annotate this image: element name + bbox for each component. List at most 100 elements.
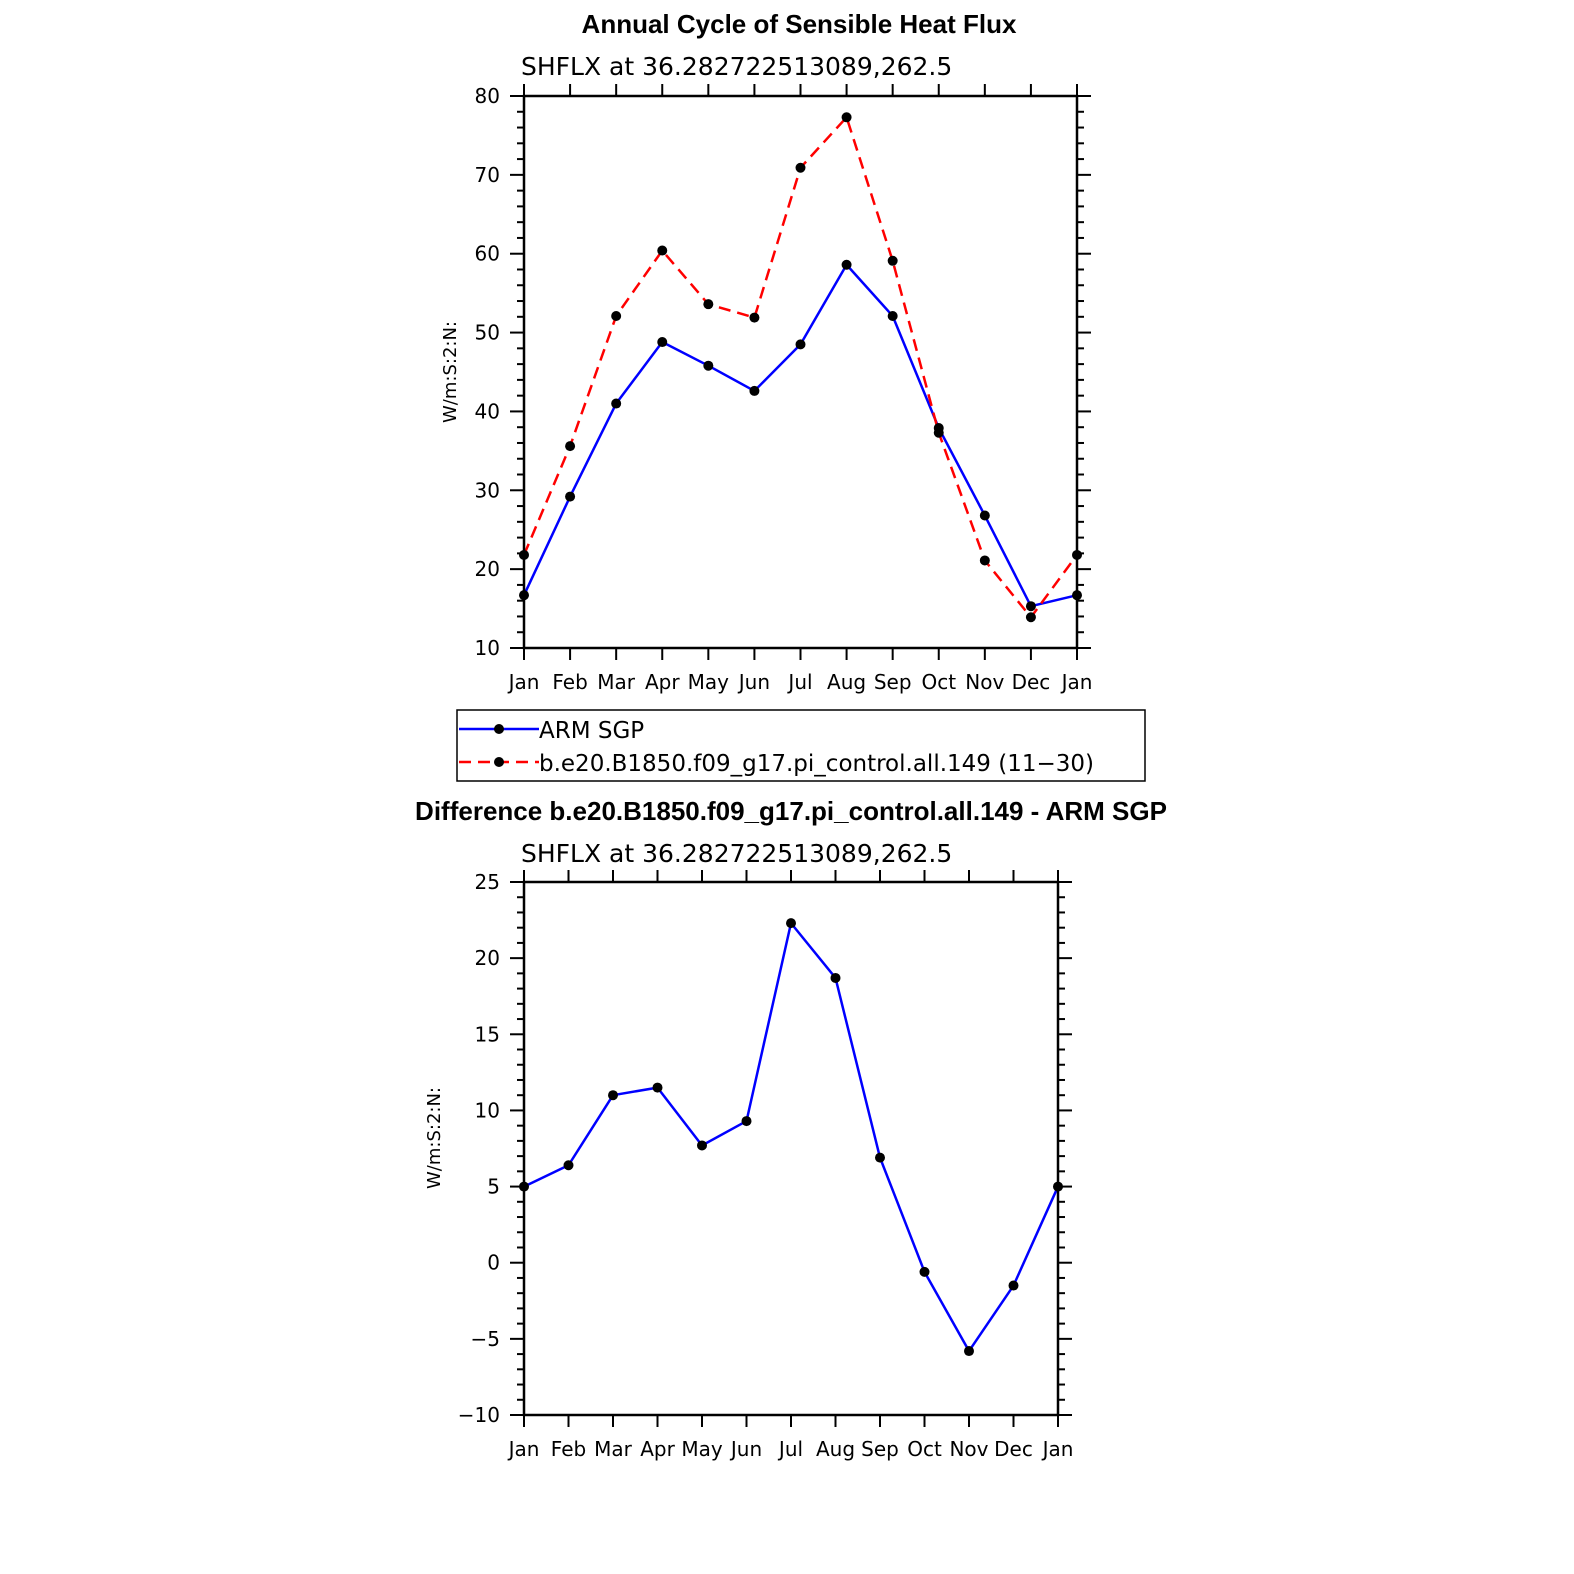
data-point-1 xyxy=(979,555,990,566)
x-tick-label: Jan xyxy=(507,670,540,694)
y-tick-label: 30 xyxy=(475,478,500,502)
data-point-0 xyxy=(703,360,714,371)
y-tick-label: 20 xyxy=(475,946,500,970)
y-tick-label: 80 xyxy=(475,84,500,108)
x-tick-label: Feb xyxy=(551,1437,586,1461)
y-tick-label: 10 xyxy=(475,636,500,660)
data-point-1 xyxy=(703,299,714,310)
data-point-1 xyxy=(657,245,668,256)
x-tick-label: Mar xyxy=(597,670,636,694)
x-tick-label: Feb xyxy=(552,670,587,694)
legend-box xyxy=(456,709,1146,782)
x-tick-label: Jun xyxy=(729,1437,762,1461)
data-point-0 xyxy=(652,1082,663,1093)
legend-label-arm-sgp: ARM SGP xyxy=(539,718,644,744)
data-point-0 xyxy=(786,918,796,929)
x-tick-label: Jul xyxy=(777,1437,803,1461)
legend-marker-arm-sgp xyxy=(494,724,504,734)
panel1-title: Annual Cycle of Sensible Heat Flux xyxy=(582,9,1017,39)
data-point-1 xyxy=(749,312,760,323)
annual-cycle-panel: Annual Cycle of Sensible Heat Flux SHFLX… xyxy=(440,9,1092,694)
x-tick-label: Dec xyxy=(1012,670,1051,694)
y-tick-label: −5 xyxy=(471,1327,500,1351)
x-tick-label: Nov xyxy=(965,670,1004,694)
data-point-0 xyxy=(830,972,841,983)
x-tick-label: Jan xyxy=(507,1437,540,1461)
data-point-0 xyxy=(741,1116,752,1127)
series-line-0 xyxy=(523,921,1060,1353)
y-tick-label: 40 xyxy=(475,399,500,423)
x-tick-label: Jul xyxy=(786,670,812,694)
data-point-1 xyxy=(565,441,576,452)
y-tick-label: 70 xyxy=(475,163,500,187)
data-point-1 xyxy=(933,427,944,438)
x-tick-label: Apr xyxy=(645,670,680,694)
y-tick-label: 15 xyxy=(475,1022,500,1046)
x-tick-label: Aug xyxy=(827,670,866,694)
data-point-1 xyxy=(841,112,852,123)
data-point-0 xyxy=(611,398,622,409)
data-point-1 xyxy=(887,255,898,266)
panel1-y-tick-labels: 10 20 30 40 50 60 70 80 xyxy=(475,84,500,660)
x-tick-label: Jun xyxy=(737,670,770,694)
data-point-0 xyxy=(1008,1280,1019,1291)
data-point-0 xyxy=(841,259,852,270)
y-tick-label: 5 xyxy=(487,1175,500,1199)
x-tick-label: Sep xyxy=(874,670,912,694)
y-tick-label: 20 xyxy=(475,557,500,581)
x-tick-label: Dec xyxy=(994,1437,1033,1461)
panel2-series xyxy=(519,918,1063,1357)
data-point-0 xyxy=(875,1152,885,1163)
data-point-0 xyxy=(657,337,668,348)
difference-panel: Difference b.e20.B1850.f09_g17.pi_contro… xyxy=(415,796,1167,1461)
x-tick-label: May xyxy=(688,670,730,694)
x-tick-label: Nov xyxy=(949,1437,988,1461)
data-point-0 xyxy=(964,1346,974,1357)
panel2-ticks xyxy=(510,870,1072,1427)
data-point-1 xyxy=(611,311,622,322)
data-point-0 xyxy=(1025,601,1036,612)
y-tick-label: 60 xyxy=(475,242,500,266)
panel2-title: Difference b.e20.B1850.f09_g17.pi_contro… xyxy=(415,796,1167,826)
data-point-0 xyxy=(795,339,806,350)
y-tick-label: −10 xyxy=(458,1403,500,1427)
y-tick-label: 0 xyxy=(487,1251,500,1275)
legend-marker-model xyxy=(494,757,504,767)
panel1-plot-frame xyxy=(522,94,1079,650)
y-tick-label: 25 xyxy=(475,870,500,894)
data-point-0 xyxy=(608,1090,618,1101)
data-point-1 xyxy=(795,162,806,173)
data-point-0 xyxy=(563,1160,574,1171)
legend: ARM SGP b.e20.B1850.f09_g17.pi_control.a… xyxy=(456,709,1146,782)
data-point-0 xyxy=(887,311,898,322)
panel2-y-tick-labels: −10 −5 0 5 10 15 20 25 xyxy=(458,870,500,1427)
data-point-0 xyxy=(697,1140,707,1151)
panel1-series xyxy=(519,112,1082,623)
x-tick-label: Jan xyxy=(1060,670,1093,694)
data-point-1 xyxy=(1025,612,1036,623)
x-tick-label: Sep xyxy=(861,1437,899,1461)
data-point-0 xyxy=(565,491,576,502)
data-point-0 xyxy=(979,510,990,521)
x-tick-label: Oct xyxy=(907,1437,942,1461)
panel1-subtitle: SHFLX at 36.282722513089,262.5 xyxy=(521,52,952,81)
panel1-y-axis-label: W/m:S:2:N: xyxy=(440,321,461,423)
x-tick-label: Apr xyxy=(640,1437,675,1461)
panel2-y-axis-label: W/m:S:2:N: xyxy=(424,1087,445,1189)
x-tick-label: Aug xyxy=(816,1437,855,1461)
x-tick-label: Jan xyxy=(1041,1437,1074,1461)
panel1-x-tick-labels: Jan Feb Mar Apr May Jun Jul Aug Sep Oct Nov Dec Jan xyxy=(507,670,1093,694)
panel2-subtitle: SHFLX at 36.282722513089,262.5 xyxy=(521,839,952,868)
panel2-plot-frame xyxy=(522,880,1060,1417)
series-line-0 xyxy=(522,263,1078,608)
y-tick-label: 10 xyxy=(475,1098,500,1122)
data-point-0 xyxy=(749,385,760,396)
y-tick-label: 50 xyxy=(475,321,500,345)
data-point-0 xyxy=(919,1266,930,1277)
x-tick-label: Mar xyxy=(594,1437,633,1461)
x-tick-label: May xyxy=(681,1437,723,1461)
legend-label-model: b.e20.B1850.f09_g17.pi_control.all.149 (… xyxy=(539,751,1094,777)
series-line-1 xyxy=(522,116,1079,619)
panel2-x-tick-labels: Jan Feb Mar Apr May Jun Jul Aug Sep Oct Nov Dec Jan xyxy=(507,1437,1074,1461)
